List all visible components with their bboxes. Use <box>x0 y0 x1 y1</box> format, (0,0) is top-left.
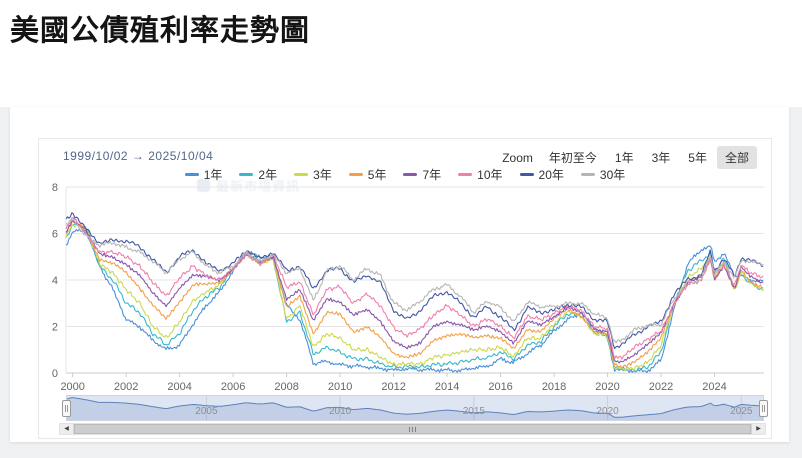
x-axis-label: 2002 <box>114 381 138 393</box>
navigator-year-label: 2010 <box>329 406 352 417</box>
y-axis-label: 4 <box>52 275 58 287</box>
x-axis-label: 2024 <box>702 381 726 393</box>
zoom-button-年初至今[interactable]: 年初至今 <box>548 151 597 165</box>
legend-label: 3年 <box>313 168 332 182</box>
range-start: 1999/10/02 <box>63 149 129 163</box>
series-line-7年 <box>65 220 764 364</box>
zoom-controls: Zoom 年初至今 1年 3年 5年 全部 <box>502 146 757 169</box>
legend-label: 7年 <box>422 168 442 182</box>
x-axis-label: 2004 <box>167 381 191 393</box>
main-plot: 0 2 4 6 8 2000 2002 2004 2006 2008 2010 2012 2014 201… <box>52 182 764 393</box>
navigator[interactable]: 2005 2010 2015 2020 2025 <box>62 395 768 421</box>
x-axis-label: 2016 <box>488 381 512 393</box>
legend-item-3年[interactable]: 3年 <box>294 166 332 183</box>
series-line-2年 <box>65 222 764 373</box>
series-line-5年 <box>65 219 764 369</box>
navigator-year-label: 2005 <box>195 406 218 417</box>
navigator-right-handle[interactable] <box>759 400 768 417</box>
legend-label: 1年 <box>203 168 223 182</box>
legend-item-5年[interactable]: 5年 <box>348 166 387 183</box>
y-axis-label: 2 <box>52 322 58 334</box>
y-axis-label: 0 <box>52 368 58 380</box>
y-axis-label: 6 <box>52 229 58 241</box>
navigator-mask <box>66 395 764 421</box>
x-axis-label: 2008 <box>274 381 298 393</box>
scrollbar[interactable]: ◀ ▶ <box>59 423 766 435</box>
zoom-button-全部[interactable]: 全部 <box>716 146 757 169</box>
navigator-chart: 2005 2010 2015 2020 2025 <box>65 395 764 421</box>
legend-label: 20年 <box>538 168 564 182</box>
legend-marker <box>239 173 254 176</box>
navigator-left-handle[interactable] <box>62 400 71 417</box>
y-axis-label: 8 <box>52 182 58 194</box>
page-header: 美國公債殖利率走勢圖 <box>0 0 802 107</box>
x-axis-label: 2018 <box>542 381 566 393</box>
legend-marker <box>184 173 199 176</box>
x-axis-label: 2020 <box>595 381 619 393</box>
navigator-line <box>65 397 762 418</box>
x-axis-label: 2010 <box>328 381 352 393</box>
legend-marker <box>403 173 418 176</box>
zoom-button-3年[interactable]: 3年 <box>651 151 671 165</box>
legend-label: 2年 <box>258 168 278 182</box>
range-end: 2025/10/04 <box>148 149 214 163</box>
legend-item-1年[interactable]: 1年 <box>184 166 223 183</box>
legend-marker <box>348 173 363 176</box>
legend-marker <box>294 173 309 176</box>
legend-label: 10年 <box>477 168 503 182</box>
legend-marker <box>519 173 534 176</box>
x-axis-label: 2012 <box>381 381 405 393</box>
legend-item-7年[interactable]: 7年 <box>403 166 441 183</box>
x-axis-label: 2006 <box>221 381 245 393</box>
series-line-20年 <box>65 212 764 350</box>
chart-card: 1999/10/02 → 2025/10/04 Zoom 年初至今 1年 3年 5年全… <box>38 138 772 439</box>
legend-marker <box>580 173 595 176</box>
series-line-10年 <box>65 217 764 360</box>
date-range: 1999/10/02 → 2025/10/04 <box>63 149 213 163</box>
x-axis-label: 2022 <box>649 381 673 393</box>
legend-item-10年[interactable]: 10年 <box>458 166 503 183</box>
navigator-year-label: 2015 <box>463 406 486 417</box>
range-arrow-icon: → <box>131 149 145 163</box>
series-line-1年 <box>65 228 764 374</box>
navigator-year-label: 2020 <box>596 406 619 417</box>
chart-panel: 1999/10/02 → 2025/10/04 Zoom 年初至今 1年 3年 5年全… <box>10 107 789 442</box>
legend-item-30年[interactable]: 30年 <box>580 166 626 183</box>
navigator-year-label: 2025 <box>730 406 753 417</box>
series-line-30年 <box>65 218 764 344</box>
legend-marker <box>458 173 473 176</box>
x-axis-label: 2000 <box>60 381 84 393</box>
scrollbar-left-arrow-icon[interactable]: ◀ <box>60 424 74 434</box>
zoom-button-5年[interactable]: 5年 <box>688 151 707 165</box>
legend-item-20年[interactable]: 20年 <box>519 166 564 183</box>
page-title: 美國公債殖利率走勢圖 <box>10 15 311 47</box>
watermark-icon <box>197 179 210 192</box>
legend: 1年 2年 3年 5年 7年 10年 20年 30年 <box>39 166 771 183</box>
legend-label: 5年 <box>367 168 387 182</box>
series-line-3年 <box>65 223 764 372</box>
scrollbar-right-arrow-icon[interactable]: ▶ <box>751 424 765 434</box>
zoom-button-group: 年初至今 1年 3年 5年 全部 <box>539 146 757 169</box>
scrollbar-thumb[interactable] <box>74 424 751 434</box>
zoom-label: Zoom <box>502 150 533 165</box>
zoom-button-1年[interactable]: 1年 <box>614 151 634 165</box>
legend-label: 30年 <box>599 168 626 182</box>
legend-item-2年[interactable]: 2年 <box>239 166 277 183</box>
x-axis-label: 2014 <box>435 381 459 393</box>
navigator-area <box>66 397 764 421</box>
